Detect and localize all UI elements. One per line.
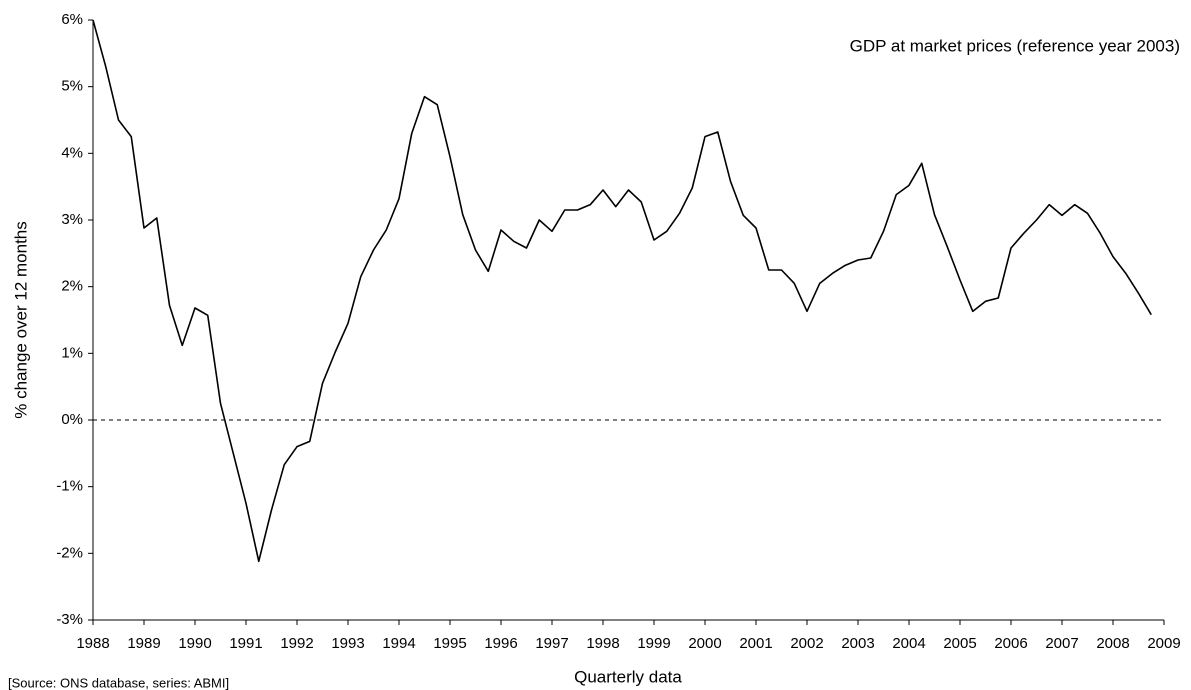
- x-tick-label: 2006: [994, 635, 1027, 652]
- x-tick-label: 2005: [943, 635, 976, 652]
- x-tick-label: 2007: [1045, 635, 1078, 652]
- chart-title: GDP at market prices (reference year 200…: [850, 36, 1180, 55]
- x-tick-label: 2008: [1096, 635, 1129, 652]
- data-line: [92, 19, 1152, 563]
- y-tick-label: -1%: [56, 478, 83, 495]
- x-tick-label: 2009: [1147, 635, 1180, 652]
- x-tick-label: 1996: [484, 635, 517, 652]
- y-tick-label: 1%: [61, 344, 83, 361]
- x-tick-label: 1999: [637, 635, 670, 652]
- x-tick-label: 1990: [178, 635, 211, 652]
- x-tick-label: 2002: [790, 635, 823, 652]
- x-tick-label: 1998: [586, 635, 619, 652]
- x-tick-label: 2004: [892, 635, 925, 652]
- x-tick-label: 1995: [433, 635, 466, 652]
- y-tick-label: 5%: [61, 78, 83, 95]
- y-axis-label: % change over 12 months: [11, 221, 30, 419]
- source-note: [Source: ONS database, series: ABMI]: [8, 675, 229, 690]
- x-tick-label: 2000: [688, 635, 721, 652]
- y-tick-label: 4%: [61, 144, 83, 161]
- x-tick-label: 1994: [382, 635, 415, 652]
- x-tick-label: 1989: [127, 635, 160, 652]
- y-tick-label: 2%: [61, 278, 83, 295]
- x-axis-label: Quarterly data: [574, 667, 682, 686]
- y-tick-label: 6%: [61, 11, 83, 28]
- x-tick-label: 1991: [229, 635, 262, 652]
- x-tick-label: 1992: [280, 635, 313, 652]
- x-tick-label: 1993: [331, 635, 364, 652]
- x-tick-label: 1997: [535, 635, 568, 652]
- x-tick-label: 2003: [841, 635, 874, 652]
- x-tick-label: 2001: [739, 635, 772, 652]
- y-tick-label: 0%: [61, 411, 83, 428]
- y-tick-label: -2%: [56, 544, 83, 561]
- y-tick-label: -3%: [56, 611, 83, 628]
- x-tick-label: 1988: [76, 635, 109, 652]
- y-tick-label: 3%: [61, 211, 83, 228]
